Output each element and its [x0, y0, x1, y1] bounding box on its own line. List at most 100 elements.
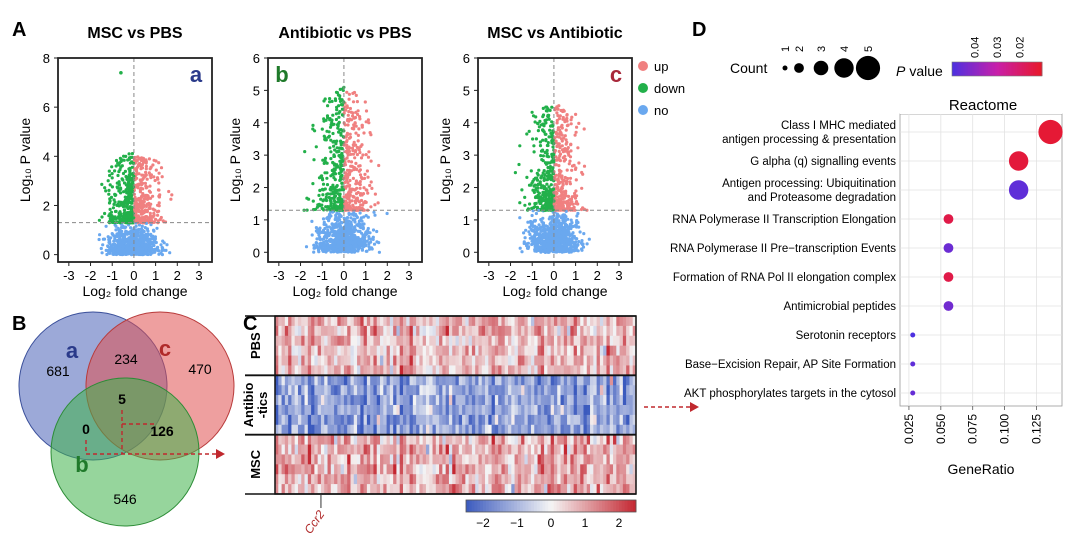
heatmap-cell [307, 325, 312, 337]
panel-letter-a: A [12, 19, 26, 41]
heatmap-cell [511, 345, 515, 356]
heatmap-cell [337, 365, 341, 376]
heatmap-cell [583, 355, 588, 366]
volcano-point [358, 229, 362, 233]
volcano-point [585, 242, 589, 246]
heatmap-cell [465, 335, 469, 346]
heatmap-cell [527, 325, 532, 337]
volcano-point [352, 127, 356, 131]
volcano-point [570, 168, 574, 172]
volcano-point [554, 237, 558, 241]
volcano-point [546, 177, 550, 181]
volcano-point [347, 171, 351, 175]
heatmap-cell [580, 316, 584, 327]
volcano-point [534, 137, 539, 141]
heatmap-cell [340, 316, 345, 327]
heatmap-cell [425, 316, 430, 327]
heatmap-cell [419, 355, 423, 366]
volcano-point [312, 243, 316, 247]
heatmap-cell [547, 345, 551, 356]
volcano-point [526, 220, 530, 224]
heatmap-cell [527, 335, 532, 346]
venn-label-b: b [75, 452, 88, 477]
heatmap-cell [353, 335, 358, 346]
heatmap-cell [402, 325, 407, 337]
volcano-point [312, 158, 316, 162]
volcano-point [324, 195, 328, 199]
heatmap-cell [508, 355, 512, 366]
volcano-point [140, 233, 144, 237]
volcano-point [527, 129, 531, 133]
volcano-point [530, 229, 535, 233]
heatmap-cell [557, 335, 561, 346]
heatmap-cell [475, 345, 479, 356]
volcano-point [337, 146, 342, 150]
heatmap-cell [399, 365, 404, 376]
heatmap-cell [284, 335, 289, 346]
heatmap-cell [583, 325, 588, 337]
heatmap-cell [514, 316, 519, 327]
volcano-point [118, 210, 122, 214]
heatmap-cell [304, 316, 309, 327]
heatmap-cell [406, 355, 410, 366]
volcano-point [121, 244, 125, 248]
volcano-point [568, 159, 572, 163]
heatmap-cell [383, 316, 387, 327]
heatmap-cell [281, 345, 286, 356]
volcano-point [355, 153, 359, 157]
volcano-point [331, 113, 335, 117]
heatmap-cell [514, 365, 519, 376]
volcano-point [118, 228, 122, 232]
heatmap-cell [514, 325, 519, 337]
heatmap-cell [514, 335, 519, 346]
volcano-point [140, 224, 144, 228]
volcano-point [351, 176, 355, 180]
heatmap-cell [324, 335, 328, 346]
volcano-point [345, 216, 350, 220]
volcano-point [167, 189, 171, 194]
heatmap-cell [471, 335, 476, 346]
heatmap-cell [547, 335, 551, 346]
heatmap-cell [514, 345, 519, 356]
volcano-point [108, 197, 112, 201]
volcano-point [332, 202, 336, 206]
volcano-point [338, 87, 342, 91]
volcano-point [137, 197, 141, 201]
volcano-point [327, 130, 331, 134]
volcano-point [119, 251, 123, 255]
heatmap-cell [462, 335, 466, 346]
volcano-point [118, 156, 122, 160]
heatmap-cell [455, 316, 460, 327]
heatmap-cell [399, 325, 404, 337]
volcano-point [376, 201, 380, 205]
volcano-point [110, 249, 114, 253]
volcano-point [354, 238, 358, 242]
volcano-y-axis-label: Log₁₀ P value [227, 118, 243, 202]
heatmap-cell [278, 345, 282, 356]
heatmap-cell [412, 335, 417, 346]
heatmap-cell [544, 345, 548, 356]
heatmap-cell [291, 335, 295, 346]
heatmap-cell [334, 365, 338, 376]
volcano-point [333, 230, 337, 234]
volcano-point [351, 152, 355, 156]
volcano-point [355, 215, 359, 219]
heatmap-cell [488, 325, 492, 337]
heatmap-cell [317, 345, 322, 356]
volcano-point [346, 219, 350, 223]
volcano-point [353, 156, 357, 160]
heatmap-cell [291, 345, 295, 356]
heatmap-cell [524, 335, 528, 346]
volcano-point [355, 223, 359, 227]
volcano-point [323, 159, 327, 164]
heatmap-cell [488, 316, 492, 327]
heatmap-cell [593, 365, 597, 376]
heatmap-cell [547, 355, 551, 366]
heatmap-cell [596, 325, 601, 337]
volcano-point [336, 93, 340, 97]
volcano-point [556, 180, 560, 184]
heatmap-cell [491, 355, 496, 366]
volcano-point [369, 205, 373, 209]
venn-count-ac: 234 [114, 351, 138, 367]
heatmap-cell [409, 316, 414, 327]
